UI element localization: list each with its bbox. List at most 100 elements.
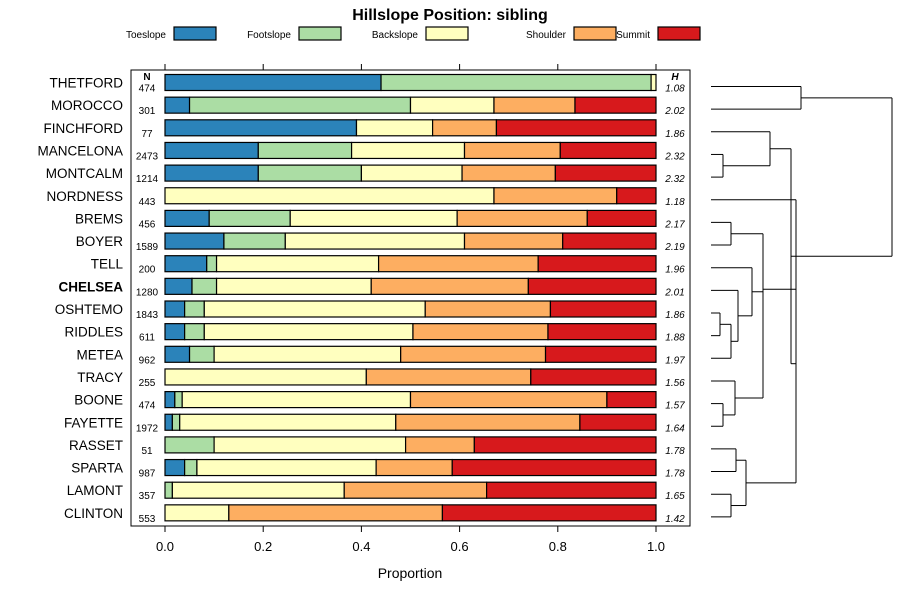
h-value-montcalm: 2.32 (664, 174, 685, 185)
bar-rasset-summit (473, 436, 657, 454)
chart-title: Hillslope Position: sibling (352, 7, 548, 24)
bar-chelsea-toeslope (164, 277, 193, 295)
bar-nordness-shoulder (493, 187, 618, 205)
n-value-nordness: 443 (139, 197, 156, 208)
legend-swatch-summit (657, 26, 701, 41)
bar-mancelona-footslope (257, 141, 353, 160)
n-value-rasset: 51 (141, 446, 153, 457)
row-label-metea: METEA (76, 347, 123, 362)
bar-nordness-backslope (164, 187, 495, 205)
n-value-metea: 962 (139, 355, 156, 366)
bar-sparta-toeslope (164, 458, 186, 477)
x-tick-label-4: 0.8 (549, 539, 567, 554)
bar-boyer-backslope (284, 232, 466, 250)
n-header: N (143, 72, 150, 83)
bar-riddles-shoulder (412, 323, 549, 341)
row-label-finchford: FINCHFORD (44, 121, 124, 136)
legend: Toeslope Footslope Backslope Shoulder Summit (126, 26, 701, 41)
bar-montcalm-summit (554, 164, 657, 182)
row-label-boone: BOONE (74, 393, 123, 408)
row-label-chelsea: CHELSEA (58, 279, 123, 294)
bar-lamont-shoulder (343, 481, 488, 499)
bar-morocco-backslope (409, 96, 495, 114)
n-value-montcalm: 1214 (136, 174, 159, 185)
bar-mancelona-shoulder (463, 141, 561, 160)
bar-boyer-shoulder (463, 232, 564, 250)
h-value-boone: 1.57 (665, 401, 685, 412)
h-value-finchford: 1.86 (665, 129, 685, 140)
row-label-morocco: MOROCCO (51, 98, 123, 113)
row-label-tell: TELL (91, 257, 124, 272)
bar-sparta-backslope (196, 458, 377, 477)
bar-brems-backslope (289, 209, 458, 227)
bar-montcalm-shoulder (461, 164, 556, 182)
bar-boone-footslope (174, 391, 183, 409)
legend-label-summit: Summit (616, 30, 650, 41)
bar-boyer-footslope (223, 232, 286, 250)
n-value-thetford: 474 (139, 84, 156, 95)
row-label-boyer: BOYER (76, 234, 124, 249)
bar-boyer-summit (562, 232, 657, 250)
bar-metea-toeslope (164, 345, 191, 363)
bar-fayette-backslope (179, 413, 397, 431)
row-label-montcalm: MONTCALM (46, 166, 123, 181)
n-value-riddles: 611 (139, 333, 155, 344)
row-label-rasset: RASSET (69, 438, 123, 453)
n-value-morocco: 301 (139, 106, 156, 117)
legend-swatch-toeslope (173, 26, 217, 41)
bar-brems-toeslope (164, 209, 210, 227)
bar-sparta-summit (451, 458, 657, 477)
bar-oshtemo-backslope (203, 300, 426, 318)
bar-oshtemo-toeslope (164, 300, 186, 318)
row-label-riddles: RIDDLES (64, 325, 123, 340)
bar-clinton-shoulder (228, 504, 444, 522)
bar-morocco-footslope (188, 96, 412, 114)
n-value-oshtemo: 1843 (136, 310, 159, 321)
bar-riddles-toeslope (164, 323, 186, 341)
bar-tracy-shoulder (365, 368, 532, 386)
row-label-thetford: THETFORD (50, 76, 124, 91)
h-value-tracy: 1.56 (665, 378, 685, 389)
plot-area: N H THETFORD 474 1.08 MOROCCO 301 2.02 FINCHFORD… (37, 72, 685, 525)
bar-metea-footslope (188, 345, 215, 363)
legend-swatch-shoulder (573, 26, 617, 41)
bar-mancelona-toeslope (164, 141, 259, 160)
bar-tell-footslope (206, 255, 218, 273)
row-label-clinton: CLINTON (64, 506, 123, 521)
h-value-metea: 1.97 (665, 355, 685, 366)
legend-label-toeslope: Toeslope (126, 30, 166, 41)
bar-tell-summit (537, 255, 657, 273)
legend-swatch-footslope (298, 26, 342, 41)
bar-finchford-summit (495, 119, 657, 137)
x-tick-label-0: 0.0 (156, 539, 174, 554)
bar-finchford-backslope (355, 119, 434, 137)
n-value-boyer: 1589 (136, 242, 159, 253)
bar-thetford-toeslope (164, 73, 382, 92)
x-axis-title: Proportion (378, 565, 443, 581)
h-value-brems: 2.17 (664, 219, 685, 230)
bar-boone-shoulder (409, 391, 608, 409)
bar-finchford-toeslope (164, 119, 358, 137)
bar-brems-footslope (208, 209, 291, 227)
bar-tell-shoulder (377, 255, 539, 273)
bar-mancelona-summit (559, 141, 657, 160)
h-header: H (671, 72, 679, 83)
bar-rasset-backslope (213, 436, 407, 454)
h-value-sparta: 1.78 (665, 469, 685, 480)
bar-rasset-footslope (164, 436, 215, 454)
h-value-boyer: 2.19 (664, 242, 685, 253)
n-value-sparta: 987 (139, 469, 156, 480)
bar-tracy-summit (530, 368, 657, 386)
row-label-mancelona: MANCELONA (37, 143, 123, 158)
row-label-tracy: TRACY (77, 370, 123, 385)
bar-boyer-toeslope (164, 232, 225, 250)
bar-metea-summit (544, 345, 657, 363)
bar-chelsea-backslope (215, 277, 372, 295)
n-value-tracy: 255 (139, 378, 156, 389)
n-value-tell: 200 (139, 265, 156, 276)
bar-chelsea-summit (527, 277, 657, 295)
row-label-nordness: NORDNESS (46, 189, 123, 204)
bar-lamont-backslope (171, 481, 345, 499)
bar-montcalm-footslope (257, 164, 363, 182)
